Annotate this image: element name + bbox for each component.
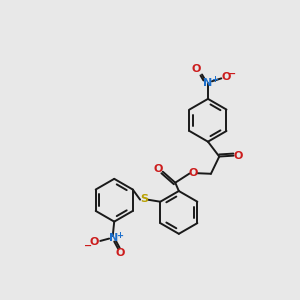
Text: O: O <box>116 248 125 258</box>
Text: N: N <box>203 77 213 88</box>
Text: N: N <box>109 233 118 243</box>
Text: +: + <box>211 75 218 84</box>
Text: O: O <box>89 237 99 248</box>
Text: O: O <box>188 168 198 178</box>
Text: O: O <box>154 164 163 174</box>
Text: O: O <box>233 151 243 160</box>
Text: O: O <box>192 64 201 74</box>
Text: −: − <box>228 69 236 79</box>
Text: O: O <box>222 72 231 82</box>
Text: +: + <box>116 230 123 239</box>
Text: −: − <box>84 240 92 250</box>
Text: S: S <box>140 194 148 204</box>
